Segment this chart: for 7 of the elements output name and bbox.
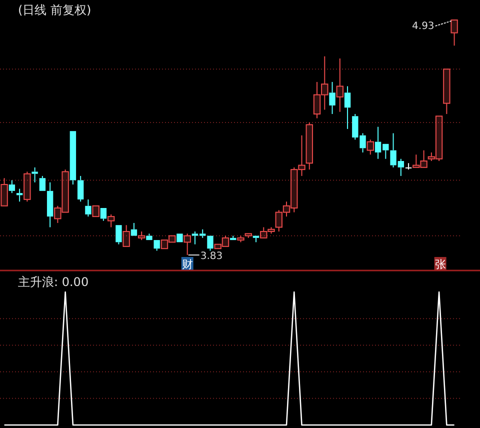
marker-note: 财 [181,257,194,271]
annotation: 4.93 [412,21,434,32]
chart-title: 主升浪: 0.00 [18,275,89,289]
chart-title: (日线 前复权) [18,3,92,17]
marker-note: 张 [434,257,446,271]
price-note: 4.93 [412,20,452,32]
annotation: 3.83 [200,251,223,262]
